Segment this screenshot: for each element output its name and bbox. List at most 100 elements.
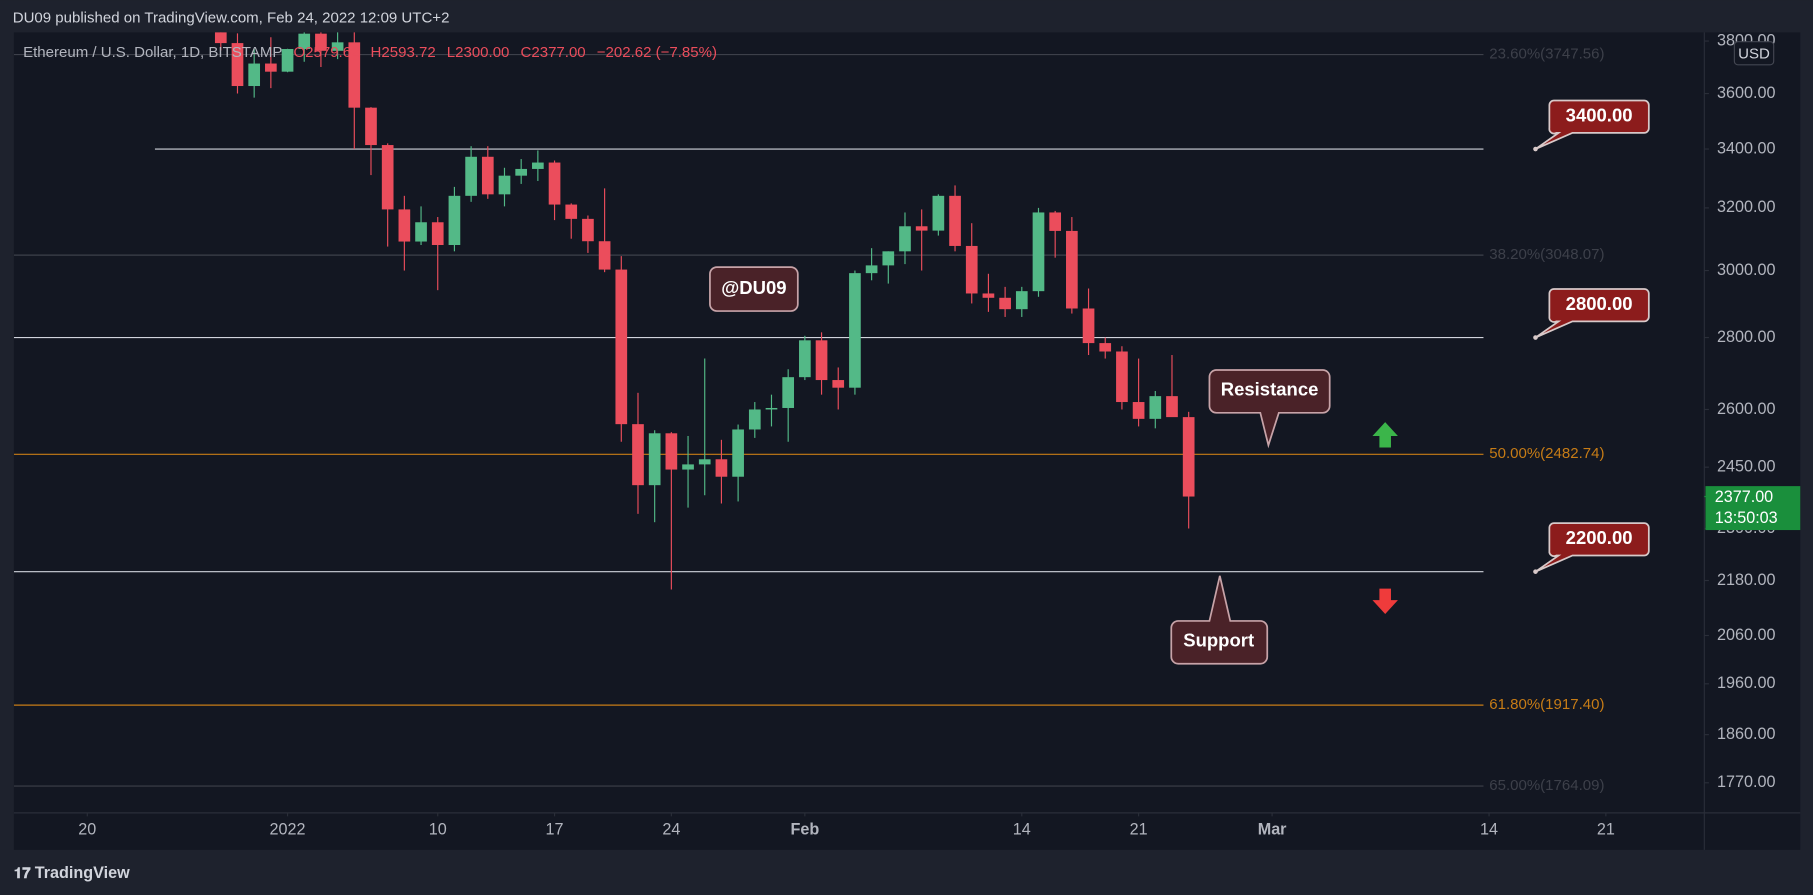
candle-body	[1116, 351, 1128, 403]
candle-body	[999, 297, 1011, 310]
candle-body	[231, 43, 244, 87]
candle-body	[465, 156, 477, 196]
candle-body	[298, 33, 311, 50]
ohlc-close: C2377.00	[521, 44, 586, 61]
ohlc-high: H2593.72	[371, 44, 436, 61]
candle-body	[431, 222, 444, 245]
y-tick-label: 2450.00	[1717, 457, 1775, 475]
resistance-note: Resistance	[1208, 369, 1331, 449]
candle-body	[1032, 212, 1045, 292]
candle-body	[615, 269, 628, 425]
annotation-text: Resistance	[1221, 379, 1319, 400]
x-tick-label: 20	[78, 821, 96, 839]
price-callout-box	[1535, 288, 1650, 339]
currency-box	[1733, 41, 1775, 66]
candle-body	[899, 226, 911, 252]
x-tick-label: Mar	[1258, 821, 1287, 839]
candle-body	[265, 63, 277, 72]
annotation-text: Support	[1183, 630, 1254, 651]
price-callout-anchor	[1533, 335, 1538, 340]
support-note: Support	[1170, 575, 1269, 665]
y-tick-label: 1960.00	[1717, 674, 1775, 692]
candle-body	[1166, 396, 1178, 418]
y-tick-label: 3000.00	[1717, 261, 1775, 279]
candle-body	[582, 218, 594, 242]
candle-body	[248, 63, 261, 87]
price-callout-label: 3400.00	[1566, 105, 1633, 126]
fib-label: 38.20%(3048.07)	[1489, 246, 1604, 263]
candle-body	[481, 156, 494, 195]
x-tick-label: 17	[546, 821, 564, 839]
currency: USD	[1738, 45, 1770, 62]
candle-body	[448, 195, 461, 245]
countdown: 13:50:03	[1715, 509, 1778, 527]
candle-body	[932, 195, 945, 231]
candle-body	[665, 433, 678, 470]
candle-body	[782, 377, 795, 408]
candle-body	[598, 241, 611, 270]
brand-logo: 𝟏𝟕	[14, 865, 35, 882]
candle-body	[799, 340, 811, 378]
candle-body	[415, 222, 427, 242]
ohlc-change: −202.62 (−7.85%)	[597, 44, 717, 61]
x-tick-label: 21	[1130, 821, 1148, 839]
candle-body	[1182, 417, 1195, 497]
candle-body	[648, 433, 661, 486]
publisher: DU09 published on TradingView.com, Feb 2…	[13, 10, 450, 27]
y-tick-label: 3400.00	[1717, 139, 1775, 157]
candle-body	[532, 162, 544, 169]
fib-label: 23.60%(3747.56)	[1489, 46, 1604, 63]
last-price-label: 2377.00	[1715, 488, 1773, 506]
y-tick-label: 2800.00	[1717, 328, 1775, 346]
candle-body	[348, 42, 361, 108]
price-callout-anchor	[1533, 146, 1538, 152]
candle-body	[698, 459, 711, 465]
candle-body	[1099, 343, 1112, 352]
candle-body	[949, 195, 961, 246]
candle-body	[548, 162, 561, 205]
candle-body	[398, 209, 411, 242]
brand: 𝟏𝟕 TradingView	[14, 864, 130, 882]
plot-background	[13, 32, 1801, 850]
candle-body	[715, 459, 728, 477]
ohlc-low: L2300.00	[447, 44, 510, 61]
last-price-box	[1705, 486, 1801, 531]
candle-body	[1015, 291, 1028, 310]
y-tick-label: 1770.00	[1717, 773, 1775, 791]
y-tick-label: 3600.00	[1717, 84, 1775, 102]
symbol-header: Ethereum / U.S. Dollar, 1D, BITSTAMP O25…	[23, 44, 717, 61]
candle-body	[632, 424, 644, 486]
candle-body	[682, 464, 694, 470]
candle-body	[1082, 308, 1095, 344]
candle-body	[965, 245, 978, 294]
candle-body	[1049, 212, 1062, 231]
candle-body	[765, 407, 778, 410]
candle-body	[832, 380, 845, 388]
price-callout-anchor	[1533, 569, 1538, 574]
price-callout-box	[1535, 99, 1650, 150]
candle-body	[365, 107, 377, 146]
author-note: @DU09	[709, 266, 799, 312]
x-tick-label: 24	[662, 821, 680, 839]
candle-body	[381, 145, 394, 210]
candle-body	[882, 251, 895, 266]
y-tick-label: 3200.00	[1717, 198, 1775, 216]
price-callout-label: 2200.00	[1566, 527, 1633, 548]
candle-body	[565, 204, 578, 219]
candle-body	[281, 49, 294, 72]
overlay: 3800.003600.003400.003200.003000.002800.…	[78, 31, 1801, 839]
candle-body	[815, 340, 828, 381]
price-callout-box	[1535, 522, 1650, 573]
y-tick-label: 1860.00	[1717, 725, 1775, 743]
down-arrow	[1372, 588, 1398, 614]
candle-body	[214, 32, 227, 44]
y-tick-label: 2600.00	[1717, 400, 1775, 418]
candle-body	[1132, 402, 1145, 419]
symbol: Ethereum / U.S. Dollar, 1D, BITSTAMP	[23, 44, 282, 61]
x-tick-label: 10	[429, 821, 447, 839]
y-tick-label: 2060.00	[1717, 626, 1775, 644]
x-tick-label: 21	[1597, 821, 1615, 839]
x-tick-label: 14	[1480, 821, 1498, 839]
candle-body	[982, 293, 995, 298]
annotation-text: @DU09	[721, 277, 786, 298]
